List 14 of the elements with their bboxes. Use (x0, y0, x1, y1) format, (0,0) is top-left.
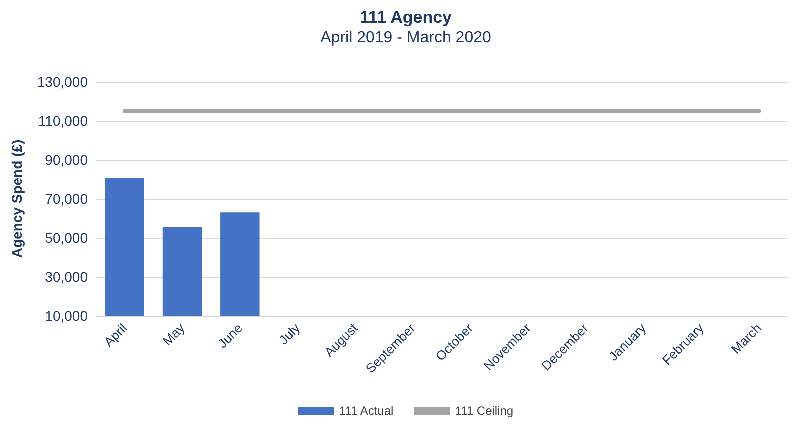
legend-label: 111 Ceiling (455, 404, 514, 418)
chart-title: 111 Agency (360, 8, 453, 27)
y-tick-label: 30,000 (45, 269, 88, 285)
y-tick-label: 110,000 (38, 113, 88, 129)
y-tick-label: 50,000 (45, 230, 88, 246)
y-tick-label: 90,000 (45, 152, 88, 168)
y-tick-label: 10,000 (45, 308, 88, 324)
chart-subtitle: April 2019 - March 2020 (320, 30, 492, 46)
x-tick-label: May (160, 320, 188, 349)
x-tick-label: July (276, 320, 304, 348)
y-axis-title: Agency Spend (£) (9, 140, 25, 258)
y-tick-label: 130,000 (37, 74, 88, 90)
y-tick-label: 70,000 (45, 191, 88, 207)
legend-label: 111 Actual (339, 404, 394, 418)
